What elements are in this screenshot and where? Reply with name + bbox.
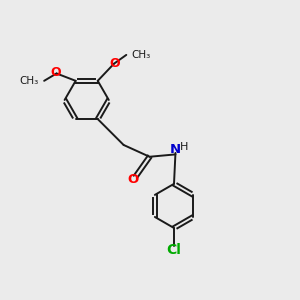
Text: N: N xyxy=(170,142,181,156)
Text: O: O xyxy=(51,66,61,80)
Text: CH₃: CH₃ xyxy=(132,50,151,60)
Text: H: H xyxy=(179,142,188,152)
Text: O: O xyxy=(128,173,139,186)
Text: O: O xyxy=(110,57,120,70)
Text: CH₃: CH₃ xyxy=(20,76,39,86)
Text: Cl: Cl xyxy=(167,242,182,256)
